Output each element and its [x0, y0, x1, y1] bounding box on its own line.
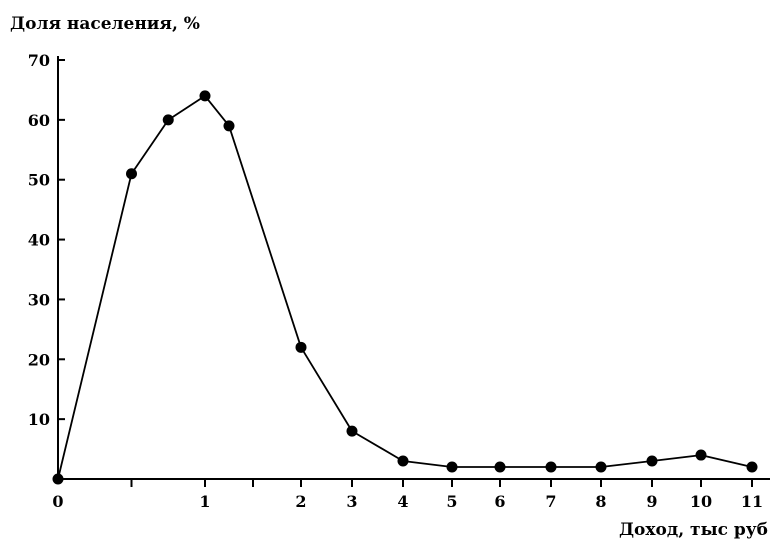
y-tick-label: 10	[28, 410, 50, 429]
x-tick-label: 9	[646, 492, 657, 511]
data-point	[446, 461, 458, 473]
y-tick-label: 40	[28, 231, 50, 250]
data-point	[199, 90, 211, 102]
data-point	[162, 114, 174, 126]
y-tick-label: 60	[28, 111, 50, 130]
x-tick-label: 10	[690, 492, 712, 511]
x-axis-title: Доход, тыс руб	[618, 520, 768, 540]
x-ticks: 0 1 2 3 4 5 6 7 8 9 10 11	[52, 479, 763, 511]
data-point	[397, 455, 409, 467]
x-tick-label: 6	[494, 492, 505, 511]
data-point	[295, 341, 307, 353]
data-point	[126, 168, 137, 180]
data-point	[746, 461, 758, 473]
series-line	[57, 95, 753, 480]
x-tick-label: 11	[741, 492, 763, 511]
x-tick-label: 5	[446, 492, 457, 511]
x-tick-label: 8	[595, 492, 606, 511]
data-point	[52, 473, 64, 485]
x-tick-label: 2	[295, 492, 306, 511]
data-point	[545, 461, 557, 473]
data-point	[346, 425, 358, 437]
data-point	[223, 120, 235, 132]
y-tick-label: 50	[28, 171, 50, 190]
x-tick-label: 3	[346, 492, 357, 511]
data-point	[494, 461, 506, 473]
y-tick-label: 70	[28, 51, 50, 70]
y-tick-label: 20	[28, 350, 50, 369]
data-point	[595, 461, 607, 473]
y-ticks: 10 20 30 40 50 60 70	[28, 51, 65, 429]
x-tick-label: 4	[397, 492, 408, 511]
y-axis-title: Доля населения, %	[10, 14, 200, 34]
x-tick-label: 7	[545, 492, 556, 511]
x-tick-label: 1	[199, 492, 210, 511]
series-group	[52, 90, 758, 485]
x-tick-label: 0	[52, 492, 63, 511]
y-tick-label: 30	[28, 290, 50, 309]
data-point	[646, 455, 658, 467]
data-point	[695, 449, 707, 461]
